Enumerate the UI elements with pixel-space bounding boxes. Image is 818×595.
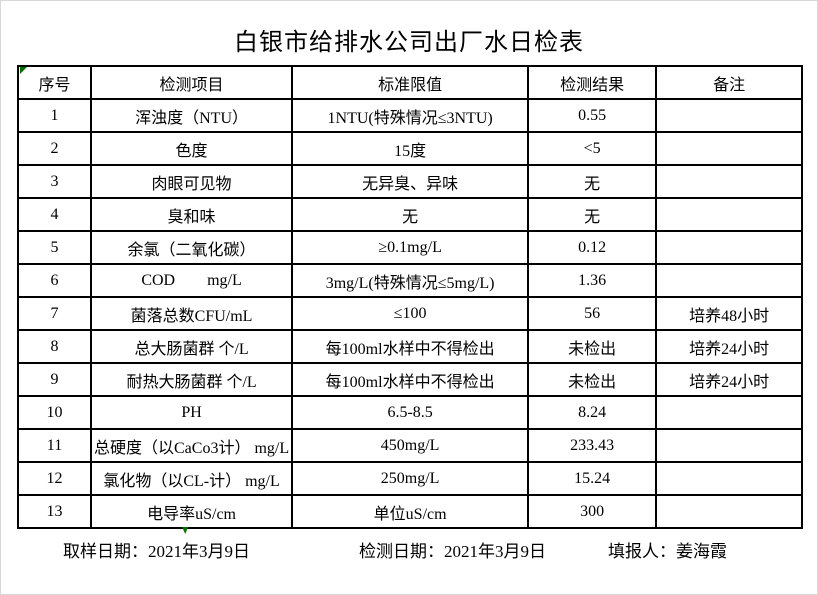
cell-standard-limit[interactable]: 3mg/L(特殊情况≤5mg/L) xyxy=(291,263,530,298)
cell-serial-number[interactable]: 5 xyxy=(17,230,92,265)
page-title: 白银市给排水公司出厂水日检表 xyxy=(234,29,584,56)
table-row: 5 余氯（二氧化碳） ≥0.1mg/L 0.12 xyxy=(17,230,804,265)
cell-test-item[interactable]: 电导率uS/cm xyxy=(89,494,294,529)
cell-test-item[interactable]: 余氯（二氧化碳） xyxy=(89,230,294,265)
cell-test-result[interactable]: 未检出 xyxy=(527,329,658,364)
cell-standard-limit[interactable]: 250mg/L xyxy=(291,461,530,496)
cell-test-result[interactable]: 未检出 xyxy=(527,362,658,397)
cell-standard-limit[interactable]: 无异臭、异味 xyxy=(291,164,530,199)
cell-serial-number[interactable]: 6 xyxy=(17,263,92,298)
table-row: 1 浑浊度（NTU） 1NTU(特殊情况≤3NTU) 0.55 xyxy=(17,98,804,133)
cell-standard-limit[interactable]: ≥0.1mg/L xyxy=(291,230,530,265)
cell-test-result[interactable]: 0.55 xyxy=(527,98,658,133)
cell-remarks[interactable]: 培养24小时 xyxy=(655,362,804,397)
header-standard-limit[interactable]: 标准限值 xyxy=(291,65,530,100)
table-row: 7 菌落总数CFU/mL ≤100 56 培养48小时 xyxy=(17,296,804,331)
table-row: 3 肉眼可见物 无异臭、异味无 xyxy=(17,164,804,199)
sampling-date-label: 取样日期：2021年3月9日 xyxy=(63,542,250,561)
cell-test-item[interactable]: 氯化物（以CL-计） mg/L xyxy=(89,461,294,496)
cell-standard-limit[interactable]: 每100ml水样中不得检出 xyxy=(291,329,530,364)
cell-test-result[interactable]: 56 xyxy=(527,296,658,331)
cell-standard-limit[interactable]: 单位uS/cm xyxy=(291,494,530,529)
cell-serial-number[interactable]: 7 xyxy=(17,296,92,331)
cell-serial-number[interactable]: 8 xyxy=(17,329,92,364)
table-body: 1 浑浊度（NTU） 1NTU(特殊情况≤3NTU) 0.55 2 色度 15度 <5 3 肉眼可… xyxy=(17,98,804,529)
cell-test-result[interactable]: 233.43 xyxy=(527,428,658,463)
header-row: 序号 检测项目 标准限值 检测结果 备注 xyxy=(17,65,804,100)
cell-test-item[interactable]: 色度 xyxy=(89,131,294,166)
cell-test-result[interactable]: 无 xyxy=(527,164,658,199)
cell-remarks[interactable] xyxy=(655,428,804,463)
header-serial-number[interactable]: 序号 xyxy=(17,65,92,100)
cell-test-item[interactable]: 肉眼可见物 xyxy=(89,164,294,199)
table-row: 10 PH 6.5-8.5 8.24 xyxy=(17,395,804,430)
cell-standard-limit[interactable]: 1NTU(特殊情况≤3NTU) xyxy=(291,98,530,133)
cell-test-item[interactable]: 臭和味 xyxy=(89,197,294,232)
cell-serial-number[interactable]: 2 xyxy=(17,131,92,166)
cell-test-result[interactable]: 300 xyxy=(527,494,658,529)
header-test-result[interactable]: 检测结果 xyxy=(527,65,658,100)
cell-test-result[interactable]: <5 xyxy=(527,131,658,166)
cell-remarks[interactable] xyxy=(655,230,804,265)
cell-test-item[interactable]: 浑浊度（NTU） xyxy=(89,98,294,133)
testing-date-label: 检测日期：2021年3月9日 xyxy=(359,542,546,561)
cell-test-item[interactable]: PH xyxy=(89,395,294,430)
table-row: 4 臭和味无无 xyxy=(17,197,804,232)
cell-standard-limit[interactable]: 450mg/L xyxy=(291,428,530,463)
cell-remarks[interactable] xyxy=(655,395,804,430)
table-row: 12 氯化物（以CL-计） mg/L 250mg/L 15.24 xyxy=(17,461,804,496)
cell-remarks[interactable] xyxy=(655,98,804,133)
cell-test-result[interactable]: 1.36 xyxy=(527,263,658,298)
cell-remarks[interactable] xyxy=(655,197,804,232)
cell-standard-limit[interactable]: 无 xyxy=(291,197,530,232)
reporter-label: 填报人：姜海霞 xyxy=(608,542,727,561)
cell-test-result[interactable]: 0.12 xyxy=(527,230,658,265)
cell-remarks[interactable] xyxy=(655,263,804,298)
cell-remarks[interactable]: 培养24小时 xyxy=(655,329,804,364)
cell-serial-number[interactable]: 3 xyxy=(17,164,92,199)
header-test-item[interactable]: 检测项目 xyxy=(89,65,294,100)
table-row: 8 总大肠菌群 个/L 每100ml水样中不得检出 未检出 培养24小时 xyxy=(17,329,804,364)
cell-remarks[interactable] xyxy=(655,131,804,166)
cell-remarks[interactable] xyxy=(655,494,804,529)
cell-remarks[interactable] xyxy=(655,461,804,496)
cell-standard-limit[interactable]: 15度 xyxy=(291,131,530,166)
header-remarks[interactable]: 备注 xyxy=(655,65,804,100)
table-row: 11 总硬度（以CaCo3计） mg/L 450mg/L 233.43 xyxy=(17,428,804,463)
cell-test-result[interactable]: 无 xyxy=(527,197,658,232)
table-row: 9 耐热大肠菌群 个/L 每100ml水样中不得检出 未检出 培养24小时 xyxy=(17,362,804,397)
cell-standard-limit[interactable]: ≤100 xyxy=(291,296,530,331)
cell-serial-number[interactable]: 10 xyxy=(17,395,92,430)
cell-test-item[interactable]: COD mg/L xyxy=(89,263,294,298)
cell-test-result[interactable]: 8.24 xyxy=(527,395,658,430)
cell-test-item[interactable]: 耐热大肠菌群 个/L xyxy=(89,362,294,397)
cell-remarks[interactable]: 培养48小时 xyxy=(655,296,804,331)
cell-standard-limit[interactable]: 6.5-8.5 xyxy=(291,395,530,430)
cell-serial-number[interactable]: 13 xyxy=(17,494,92,529)
cell-serial-number[interactable]: 4 xyxy=(17,197,92,232)
cell-remarks[interactable] xyxy=(655,164,804,199)
cell-test-item[interactable]: 菌落总数CFU/mL xyxy=(89,296,294,331)
cell-test-item[interactable]: 总大肠菌群 个/L xyxy=(89,329,294,364)
excel-bottom-flag-icon xyxy=(182,527,188,534)
excel-corner-flag-icon xyxy=(20,67,27,74)
cell-test-item[interactable]: 总硬度（以CaCo3计） mg/L xyxy=(89,428,294,463)
cell-serial-number[interactable]: 1 xyxy=(17,98,92,133)
table-row: 13 电导率uS/cm 单位uS/cm 300 xyxy=(17,494,804,529)
cell-standard-limit[interactable]: 每100ml水样中不得检出 xyxy=(291,362,530,397)
table-row: 2 色度 15度 <5 xyxy=(17,131,804,166)
cell-serial-number[interactable]: 12 xyxy=(17,461,92,496)
inspection-table: 序号 检测项目 标准限值 检测结果 备注 1 浑浊度（NTU） 1NTU(特殊情况≤… xyxy=(17,65,804,529)
cell-serial-number[interactable]: 9 xyxy=(17,362,92,397)
cell-serial-number[interactable]: 11 xyxy=(17,428,92,463)
cell-test-result[interactable]: 15.24 xyxy=(527,461,658,496)
table-row: 6 COD mg/L 3mg/L(特殊情况≤5mg/L) 1.36 xyxy=(17,263,804,298)
